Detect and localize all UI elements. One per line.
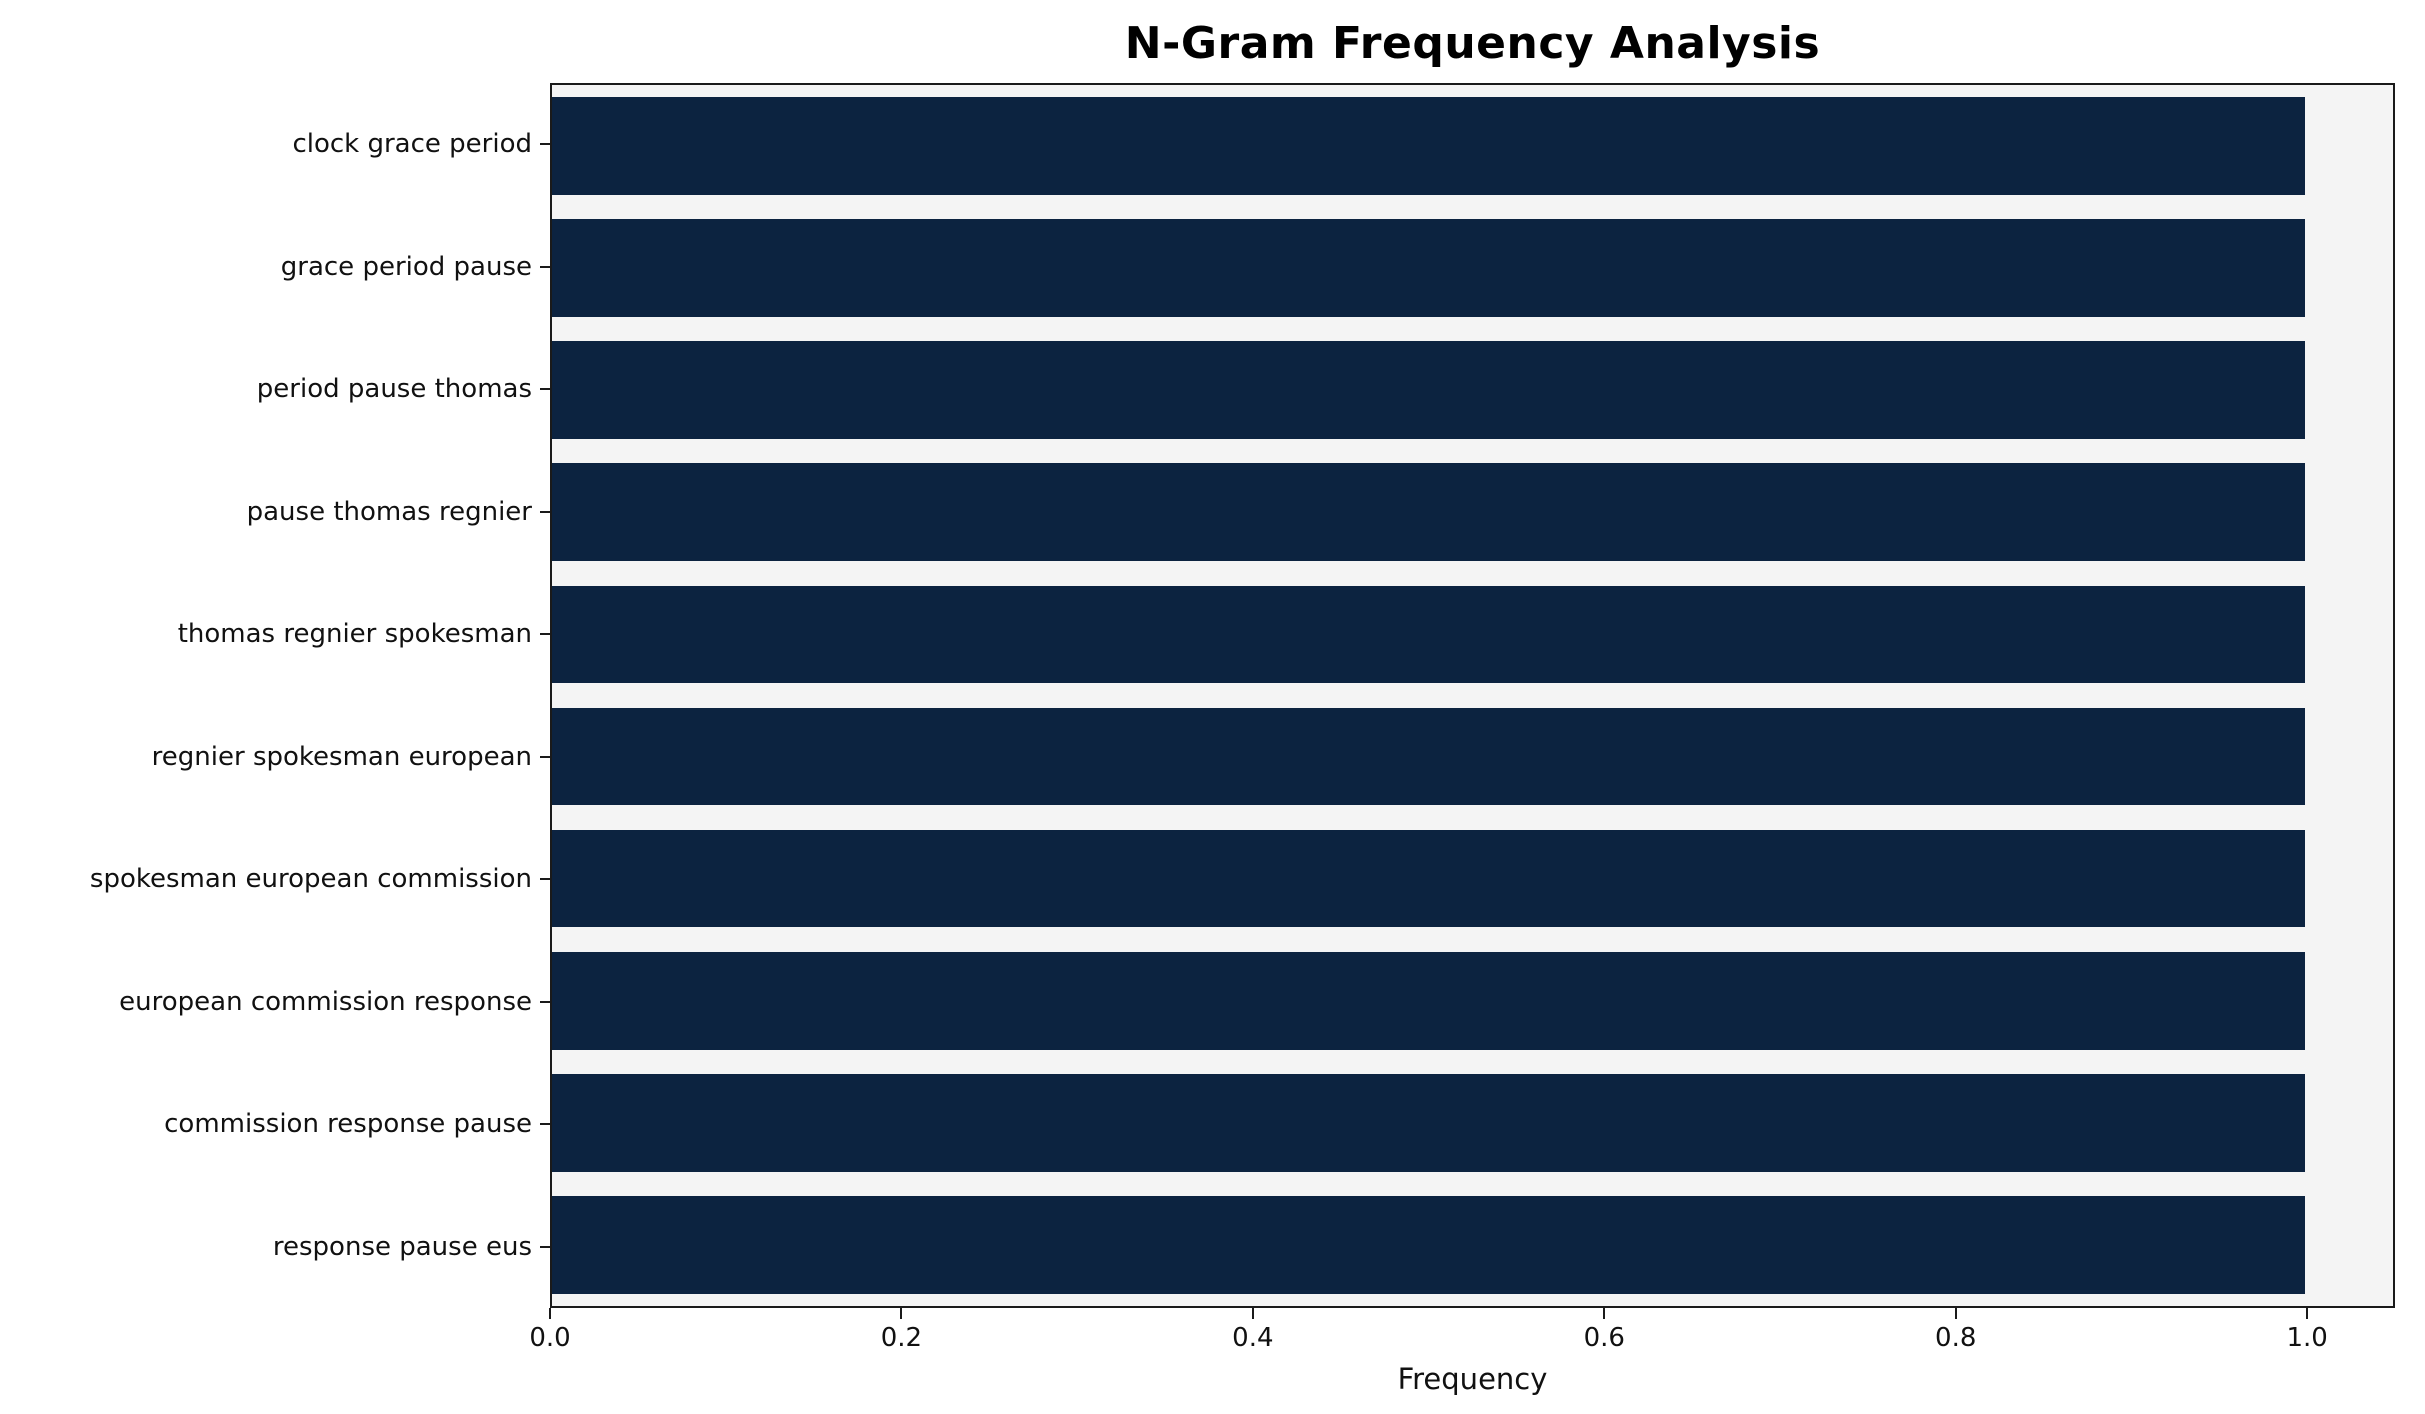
bar [552,707,2306,806]
y-tick: pause thomas regnier [10,451,550,574]
bar [552,463,2306,562]
y-tick-label: european commission response [119,986,532,1017]
y-tick: response pause eus [10,1186,550,1309]
bar-row [552,573,2393,695]
y-tick: regnier spokesman european [10,696,550,819]
bar-row [552,207,2393,329]
bar-row [552,85,2393,207]
y-tick: grace period pause [10,206,550,329]
y-tick: spokesman european commission [10,818,550,941]
y-tick-label: pause thomas regnier [246,496,532,527]
y-tick-label: regnier spokesman european [151,741,532,772]
bar [552,1073,2306,1172]
plot-area [550,83,2395,1308]
y-tick: european commission response [10,941,550,1064]
bar-row [552,451,2393,573]
y-tick-mark [540,1123,550,1126]
y-tick-mark [540,143,550,146]
chart: N-Gram Frequency Analysis clock grace pe… [10,14,2395,1396]
y-tick-mark [540,878,550,881]
y-tick: commission response pause [10,1063,550,1186]
y-axis: clock grace period grace period pause peri… [10,83,550,1308]
x-tick-mark [549,1308,551,1319]
bar-row [552,940,2393,1062]
bar [552,585,2306,684]
y-tick: period pause thomas [10,328,550,451]
y-tick-mark [540,633,550,636]
x-axis-label: Frequency [1397,1362,1548,1396]
bar [552,97,2306,195]
bar [552,1196,2306,1294]
y-tick-label: period pause thomas [256,374,532,405]
x-axis: 0.0 0.2 0.4 0.6 0.8 1.0 [529,1308,2395,1358]
bar [552,829,2306,928]
y-tick-mark [540,1245,550,1248]
bar-row [552,1184,2393,1306]
y-tick-mark [540,510,550,513]
x-tick-mark [1251,1308,1254,1319]
y-tick-label: clock grace period [292,129,532,160]
title-area: N-Gram Frequency Analysis [550,14,2395,83]
y-tick-mark [540,388,550,391]
bar [552,951,2306,1050]
y-tick-label: spokesman european commission [89,864,532,895]
x-tick-mark [1603,1308,1606,1319]
y-tick-label: response pause eus [272,1231,532,1262]
x-tick-label: 0.0 [529,1323,571,1353]
y-tick: clock grace period [10,83,550,206]
y-tick-mark [540,1000,550,1003]
bar-row [552,818,2393,940]
x-tick-label: 1.0 [2286,1323,2328,1353]
x-tick-mark [2306,1308,2309,1319]
bar-row [552,329,2393,451]
bar [552,341,2306,440]
y-tick-label: thomas regnier spokesman [177,619,532,650]
x-tick-mark [1954,1308,1957,1319]
x-axis-label-area: Frequency [550,1358,2395,1396]
y-tick-mark [540,265,550,268]
x-tick-label: 0.4 [1232,1323,1274,1353]
x-tick-mark [900,1308,903,1319]
y-tick-label: commission response pause [164,1109,532,1140]
y-tick-mark [540,755,550,758]
x-tick-label: 0.8 [1935,1323,1977,1353]
bar-row [552,1062,2393,1184]
y-tick: thomas regnier spokesman [10,573,550,696]
x-tick-label: 0.2 [880,1323,923,1353]
x-tick-label: 0.6 [1583,1323,1625,1353]
y-tick-label: grace period pause [280,251,532,282]
bar-row [552,695,2393,817]
chart-title: N-Gram Frequency Analysis [1124,18,1821,69]
bar [552,219,2306,317]
